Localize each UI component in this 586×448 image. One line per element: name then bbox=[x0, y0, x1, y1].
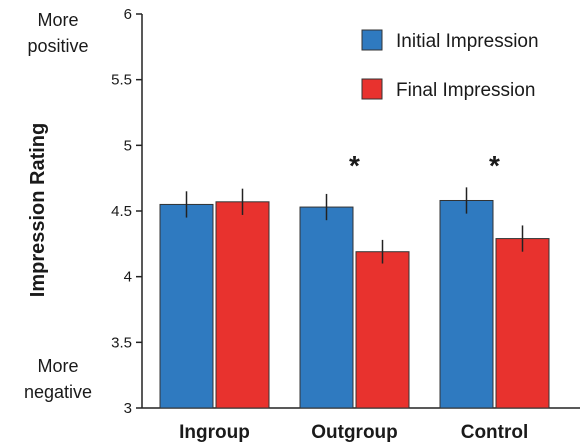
error-bars bbox=[185, 187, 524, 264]
bar-outgroup-initial bbox=[299, 206, 354, 409]
x-tick-label-control: Control bbox=[461, 422, 529, 443]
bar-control-final bbox=[495, 238, 550, 409]
bar-control-initial bbox=[439, 199, 494, 409]
significance-star: * bbox=[349, 150, 360, 181]
bar-ingroup-initial bbox=[159, 203, 214, 409]
x-tick-labels: Ingroup Outgroup Control bbox=[179, 422, 528, 443]
y-tick-label: 3.5 bbox=[111, 334, 132, 351]
y-ticks: 3 3.5 4 4.5 5 5.5 6 bbox=[111, 6, 142, 417]
annotation-more-positive-line1: More bbox=[37, 10, 78, 30]
annotation-more-negative-line1: More bbox=[37, 356, 78, 376]
bar-outgroup-final bbox=[355, 251, 410, 409]
legend-swatch-final bbox=[361, 78, 383, 100]
y-tick-label: 3 bbox=[124, 400, 132, 417]
y-tick-label: 5 bbox=[124, 137, 132, 154]
y-tick-label: 5.5 bbox=[111, 72, 132, 89]
x-tick-label-ingroup: Ingroup bbox=[179, 422, 250, 443]
bars bbox=[159, 199, 550, 409]
significance-star: * bbox=[489, 150, 500, 181]
legend-label-initial: Initial Impression bbox=[396, 31, 539, 52]
legend-label-final: Final Impression bbox=[396, 80, 535, 101]
y-tick-label: 4 bbox=[124, 269, 132, 286]
annotation-more-positive-line2: positive bbox=[27, 36, 88, 56]
annotation-more-negative-line2: negative bbox=[24, 382, 92, 402]
bar-ingroup-final bbox=[215, 201, 270, 409]
legend-swatch-initial bbox=[361, 29, 383, 51]
y-tick-label: 6 bbox=[124, 6, 132, 23]
y-tick-label: 4.5 bbox=[111, 203, 132, 220]
legend: Initial Impression Final Impression bbox=[361, 29, 539, 101]
significance-markers: * * bbox=[349, 150, 500, 181]
y-axis-label: Impression Rating bbox=[27, 123, 49, 297]
x-tick-label-outgroup: Outgroup bbox=[311, 422, 398, 443]
